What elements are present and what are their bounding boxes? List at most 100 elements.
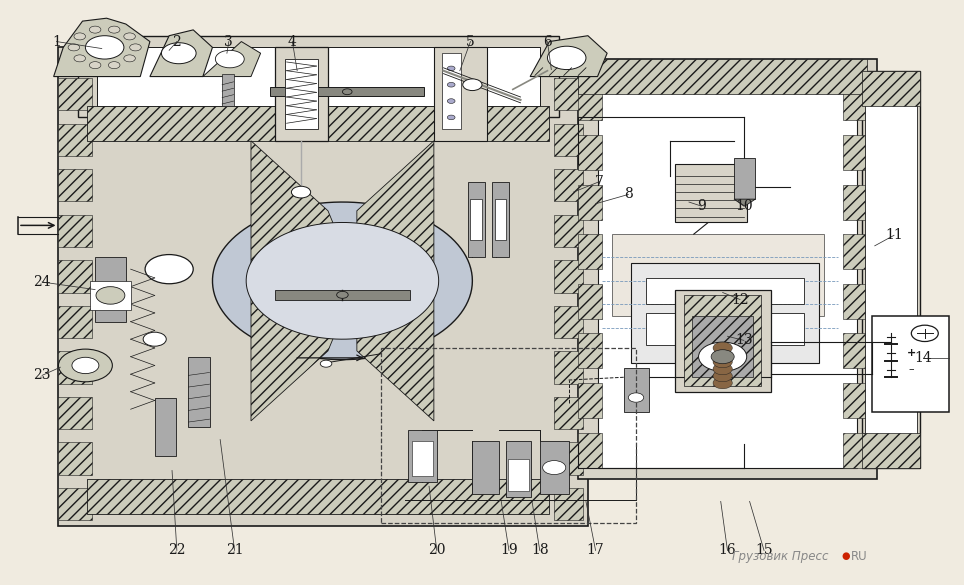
Bar xyxy=(95,257,126,322)
Circle shape xyxy=(447,99,455,104)
Bar xyxy=(59,442,93,474)
Text: 7: 7 xyxy=(595,174,603,188)
Bar xyxy=(470,199,482,240)
Bar xyxy=(508,459,529,491)
Polygon shape xyxy=(54,18,149,77)
Circle shape xyxy=(123,33,135,40)
Bar xyxy=(554,78,583,111)
Bar xyxy=(843,234,867,269)
Circle shape xyxy=(146,254,193,284)
Text: 11: 11 xyxy=(885,228,903,242)
Polygon shape xyxy=(270,87,424,97)
Circle shape xyxy=(699,342,747,371)
Bar xyxy=(554,215,583,247)
Bar xyxy=(843,383,867,418)
Polygon shape xyxy=(246,222,439,339)
Circle shape xyxy=(713,356,733,368)
Bar xyxy=(865,82,917,456)
Bar xyxy=(59,306,93,338)
Circle shape xyxy=(911,325,938,342)
Bar xyxy=(578,85,602,121)
Bar xyxy=(468,181,485,257)
Bar xyxy=(578,333,602,369)
Circle shape xyxy=(144,332,166,346)
Circle shape xyxy=(713,349,733,361)
Text: Грузовик Пресс: Грузовик Пресс xyxy=(733,550,829,563)
Bar xyxy=(554,124,583,156)
Circle shape xyxy=(96,287,125,304)
Text: 12: 12 xyxy=(731,292,749,307)
Polygon shape xyxy=(202,42,260,77)
Bar xyxy=(843,432,867,467)
Text: 13: 13 xyxy=(735,333,753,347)
Text: 15: 15 xyxy=(755,543,773,558)
Bar xyxy=(554,397,583,429)
Bar xyxy=(434,47,487,141)
Text: 6: 6 xyxy=(543,35,551,49)
Bar xyxy=(412,441,433,476)
Bar xyxy=(578,59,867,94)
Bar xyxy=(598,71,857,467)
Text: 3: 3 xyxy=(225,35,233,49)
Text: 10: 10 xyxy=(735,199,753,213)
Circle shape xyxy=(711,350,735,364)
Bar xyxy=(554,488,583,520)
Bar xyxy=(554,306,583,338)
Bar xyxy=(381,348,636,523)
Bar xyxy=(59,260,93,292)
Bar xyxy=(578,59,876,479)
Polygon shape xyxy=(735,199,756,206)
Bar xyxy=(472,441,499,494)
Bar xyxy=(492,181,509,257)
Circle shape xyxy=(90,61,101,68)
Bar xyxy=(578,184,602,219)
Polygon shape xyxy=(251,141,357,421)
Text: 2: 2 xyxy=(173,35,181,49)
Text: 23: 23 xyxy=(34,369,51,383)
Circle shape xyxy=(548,46,586,70)
Bar xyxy=(59,488,93,520)
Bar xyxy=(646,278,805,304)
Bar xyxy=(540,441,569,494)
Circle shape xyxy=(123,55,135,62)
Bar xyxy=(442,53,461,129)
Bar xyxy=(578,432,602,467)
Bar xyxy=(578,284,602,319)
Bar xyxy=(59,352,93,384)
Circle shape xyxy=(713,363,733,375)
Text: 19: 19 xyxy=(500,543,518,558)
Bar xyxy=(88,106,549,141)
Bar xyxy=(554,170,583,201)
Bar xyxy=(843,284,867,319)
Text: 21: 21 xyxy=(226,543,244,558)
Text: +: + xyxy=(907,348,916,358)
Text: 4: 4 xyxy=(288,35,297,49)
Bar xyxy=(631,263,818,363)
Bar xyxy=(495,199,506,240)
Circle shape xyxy=(130,44,142,51)
Bar xyxy=(578,135,602,170)
Circle shape xyxy=(90,26,101,33)
Text: RU: RU xyxy=(850,550,868,563)
Polygon shape xyxy=(530,36,607,77)
Bar xyxy=(692,316,754,377)
Circle shape xyxy=(72,357,99,374)
Bar xyxy=(59,47,588,526)
Circle shape xyxy=(342,89,352,95)
Text: 17: 17 xyxy=(587,543,604,558)
Bar xyxy=(91,281,131,310)
Bar xyxy=(843,135,867,170)
Circle shape xyxy=(463,79,482,91)
Text: 16: 16 xyxy=(718,543,736,558)
Bar xyxy=(871,316,949,412)
Bar xyxy=(408,429,437,482)
Text: 18: 18 xyxy=(531,543,549,558)
Circle shape xyxy=(68,44,80,51)
Bar xyxy=(275,47,328,141)
Text: 8: 8 xyxy=(624,187,632,201)
Bar xyxy=(862,71,920,106)
Text: 24: 24 xyxy=(34,275,51,289)
Bar xyxy=(554,442,583,474)
Circle shape xyxy=(713,370,733,382)
Circle shape xyxy=(629,393,644,402)
